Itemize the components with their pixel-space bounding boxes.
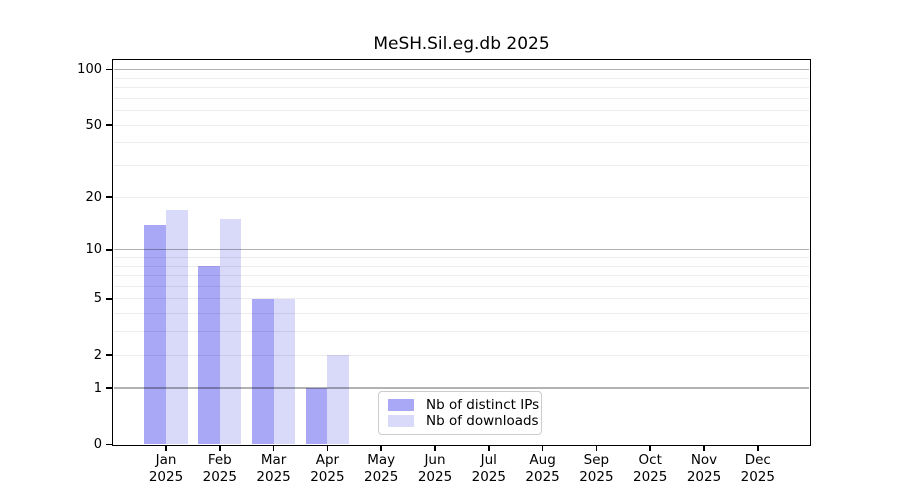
legend-item-distinct-ips: Nb of distinct IPs bbox=[388, 398, 539, 412]
y-tick-label-10: 10 bbox=[85, 242, 102, 258]
chart-title: MeSH.Sil.eg.db 2025 bbox=[373, 34, 550, 54]
x-tick-oct bbox=[649, 445, 651, 452]
bar-downloads-feb bbox=[219, 219, 242, 445]
gridline-20 bbox=[114, 196, 809, 198]
x-tick-may bbox=[380, 445, 382, 452]
legend-item-downloads: Nb of downloads bbox=[388, 414, 539, 428]
bar-distinct-ips-apr bbox=[305, 388, 328, 445]
gridline-7 bbox=[114, 275, 809, 277]
x-tick-jul bbox=[488, 445, 490, 452]
bar-distinct-ips-feb bbox=[198, 266, 220, 445]
gridline-70 bbox=[114, 97, 809, 99]
y-tick-0 bbox=[105, 443, 113, 446]
x-tick-nov bbox=[703, 445, 705, 452]
x-tick-label-apr: Apr 2025 bbox=[310, 452, 345, 485]
x-tick-feb bbox=[219, 445, 221, 452]
y-tick-label-50: 50 bbox=[85, 117, 102, 133]
gridline-80 bbox=[114, 87, 809, 89]
y-tick-1 bbox=[105, 387, 113, 389]
bar-downloads-mar bbox=[273, 298, 296, 445]
y-tick-5 bbox=[105, 298, 113, 300]
legend-swatch-downloads bbox=[388, 415, 414, 427]
bar-downloads-jan bbox=[166, 209, 188, 445]
x-tick-label-oct: Oct 2025 bbox=[633, 452, 668, 485]
y-tick-label-5: 5 bbox=[93, 291, 102, 307]
gridline-100 bbox=[114, 68, 809, 71]
x-tick-label-mar: Mar 2025 bbox=[256, 452, 291, 485]
y-tick-label-0: 0 bbox=[93, 437, 102, 452]
x-tick-aug bbox=[541, 445, 544, 452]
x-tick-dec bbox=[757, 445, 759, 452]
x-tick-jun bbox=[434, 445, 436, 452]
x-tick-apr bbox=[326, 445, 329, 452]
gridline-5 bbox=[114, 298, 809, 300]
y-tick-20 bbox=[105, 196, 113, 199]
y-tick-label-1: 1 bbox=[93, 380, 102, 396]
legend-swatch-distinct-ips bbox=[388, 399, 414, 411]
gridline-30 bbox=[114, 165, 809, 167]
x-tick-label-sep: Sep 2025 bbox=[579, 452, 614, 485]
gridline-3 bbox=[114, 331, 809, 333]
plot-border bbox=[112, 59, 811, 446]
y-tick-2 bbox=[105, 354, 113, 357]
y-tick-label-100: 100 bbox=[77, 62, 102, 78]
bar-downloads-apr bbox=[327, 355, 350, 445]
x-tick-label-aug: Aug 2025 bbox=[525, 452, 560, 485]
gridline-10 bbox=[114, 248, 809, 251]
gridline-40 bbox=[114, 142, 809, 144]
y-tick-100 bbox=[105, 68, 113, 71]
x-tick-label-dec: Dec 2025 bbox=[740, 452, 775, 485]
legend: Nb of distinct IPs Nb of downloads bbox=[378, 391, 542, 435]
y-tick-50 bbox=[105, 124, 113, 126]
y-tick-10 bbox=[105, 248, 113, 251]
y-tick-label-20: 20 bbox=[85, 189, 102, 205]
x-tick-label-jun: Jun 2025 bbox=[417, 452, 453, 485]
x-tick-mar bbox=[272, 445, 275, 452]
gridline-90 bbox=[114, 77, 809, 79]
gridline-1 bbox=[114, 387, 809, 389]
x-tick-jan bbox=[165, 445, 167, 452]
x-tick-label-jan: Jan 2025 bbox=[148, 452, 184, 485]
legend-label-distinct-ips: Nb of distinct IPs bbox=[426, 397, 540, 413]
legend-label-downloads: Nb of downloads bbox=[426, 413, 539, 429]
gridline-60 bbox=[114, 110, 809, 112]
x-tick-label-may: May 2025 bbox=[364, 452, 399, 485]
gridline-2 bbox=[114, 354, 809, 356]
y-tick-label-2: 2 bbox=[93, 347, 102, 363]
x-tick-label-feb: Feb 2025 bbox=[202, 452, 237, 485]
gridline-9 bbox=[114, 257, 809, 258]
gridline-50 bbox=[114, 124, 809, 126]
x-tick-label-nov: Nov 2025 bbox=[686, 452, 722, 485]
x-tick-label-jul: Jul 2025 bbox=[471, 452, 506, 485]
gridline-8 bbox=[114, 265, 809, 267]
bar-distinct-ips-jan bbox=[144, 224, 166, 445]
gridline-4 bbox=[114, 313, 809, 315]
gridline-6 bbox=[114, 285, 809, 287]
x-tick-sep bbox=[595, 445, 598, 452]
bar-distinct-ips-mar bbox=[251, 298, 274, 445]
